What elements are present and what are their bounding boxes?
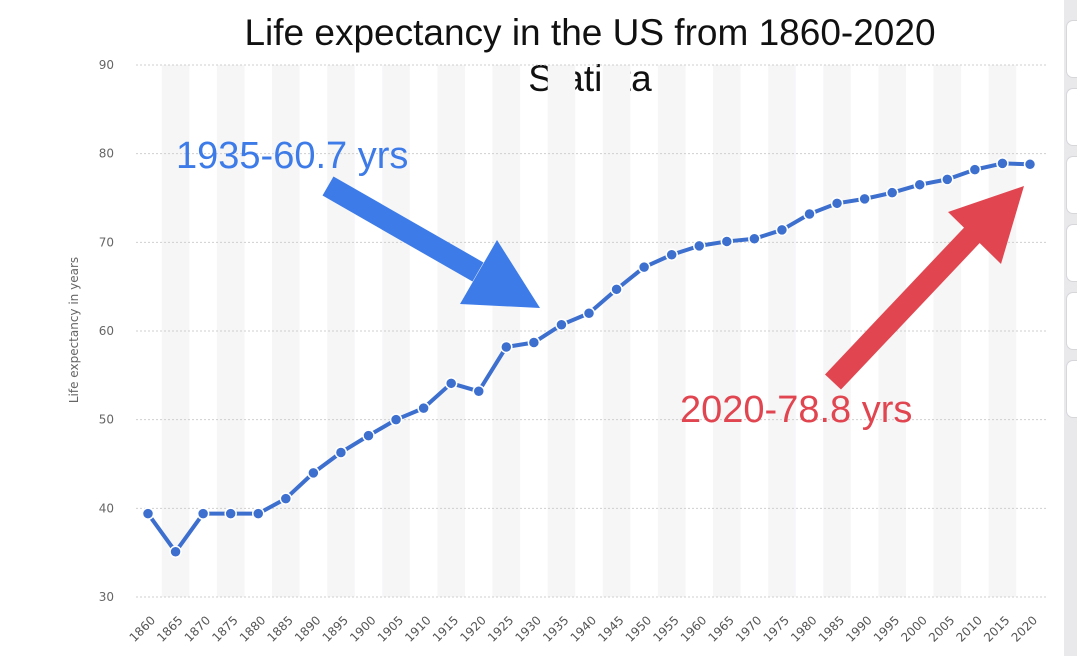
x-tick-label: 1955 — [650, 613, 681, 644]
x-tick-label: 1945 — [595, 613, 626, 644]
x-tick-label: 2010 — [953, 613, 984, 644]
y-tick-label: 90 — [99, 58, 114, 72]
data-point[interactable] — [885, 186, 899, 199]
annotation-1935: 1935-60.7 yrs — [176, 135, 408, 177]
data-point[interactable] — [444, 377, 458, 390]
x-tick-label: 1915 — [430, 613, 461, 644]
data-point[interactable] — [224, 507, 237, 520]
data-point[interactable] — [968, 163, 982, 176]
x-tick-label: 1880 — [237, 613, 268, 644]
x-tick-label: 1860 — [127, 613, 158, 644]
x-tick-label: 1975 — [761, 613, 792, 644]
data-point[interactable] — [417, 401, 430, 415]
y-tick-label: 50 — [99, 413, 114, 427]
x-tick-label: 1930 — [512, 613, 543, 644]
x-tick-label: 1905 — [375, 613, 406, 644]
y-axis-ticks: 30 40 50 60 70 80 90 — [99, 58, 114, 604]
x-tick-label: 1950 — [623, 613, 654, 644]
x-tick-label: 1875 — [209, 613, 240, 644]
side-tab[interactable] — [1066, 292, 1077, 350]
blue-arrow-head — [460, 240, 540, 308]
data-point[interactable] — [169, 545, 182, 559]
data-point[interactable] — [693, 239, 706, 253]
blue-arrow — [322, 176, 540, 308]
x-tick-label: 2000 — [898, 613, 929, 644]
y-tick-label: 30 — [99, 590, 114, 604]
blue-arrow-shaft — [322, 176, 484, 282]
data-point[interactable] — [472, 385, 485, 398]
data-point[interactable] — [1023, 158, 1037, 171]
data-point[interactable] — [748, 232, 761, 246]
y-tick-label: 40 — [99, 501, 114, 515]
data-point[interactable] — [362, 429, 375, 442]
data-point[interactable] — [830, 197, 844, 210]
x-tick-label: 1995 — [871, 613, 902, 644]
x-tick-label: 1985 — [816, 613, 847, 644]
data-point[interactable] — [582, 307, 596, 320]
x-tick-label: 1925 — [485, 613, 516, 644]
y-tick-label: 80 — [99, 147, 114, 161]
x-tick-label: 1970 — [733, 613, 764, 644]
side-toolbar — [1066, 0, 1077, 656]
x-tick-label: 1940 — [568, 613, 599, 644]
x-tick-label: 1885 — [264, 613, 295, 644]
side-tab[interactable] — [1066, 156, 1077, 214]
chart-title-block: Life expectancy in the US from 1860-2020… — [120, 10, 1060, 102]
x-tick-label: 2015 — [981, 613, 1012, 644]
y-tick-label: 70 — [99, 235, 114, 249]
x-tick-label: 1895 — [320, 613, 351, 644]
side-tab[interactable] — [1066, 88, 1077, 146]
data-point[interactable] — [252, 507, 265, 520]
red-arrow-shaft — [825, 224, 983, 390]
x-tick-label: 1890 — [292, 613, 323, 644]
data-point[interactable] — [196, 507, 210, 520]
data-point[interactable] — [141, 507, 155, 520]
data-point[interactable] — [610, 283, 623, 296]
red-arrow-head — [948, 186, 1024, 264]
red-arrow — [825, 186, 1024, 390]
series-life-expectancy — [141, 157, 1037, 559]
y-tick-label: 60 — [99, 324, 114, 338]
x-tick-label: 1900 — [347, 613, 378, 644]
x-tick-label: 1865 — [154, 613, 185, 644]
data-point[interactable] — [389, 413, 403, 426]
chart-title: Life expectancy in the US from 1860-2020 — [244, 12, 936, 53]
data-point[interactable] — [720, 235, 734, 248]
x-tick-label: 1980 — [788, 613, 819, 644]
x-axis-ticks: 1860186518701875188018851890189519001905… — [127, 613, 1040, 644]
data-point[interactable] — [803, 207, 816, 221]
data-point[interactable] — [307, 466, 320, 480]
data-point[interactable] — [665, 248, 678, 261]
data-point[interactable] — [941, 173, 954, 186]
side-tab[interactable] — [1066, 360, 1077, 418]
x-tick-label: 1870 — [182, 613, 213, 644]
x-tick-label: 1965 — [705, 613, 736, 644]
side-tab[interactable] — [1066, 224, 1077, 282]
x-tick-label: 2020 — [1009, 613, 1040, 644]
x-tick-label: 1935 — [540, 613, 571, 644]
data-point[interactable] — [500, 340, 513, 354]
data-point[interactable] — [637, 260, 651, 274]
data-point[interactable] — [279, 492, 293, 505]
annotation-2020: 2020-78.8 yrs — [680, 389, 912, 431]
x-tick-label: 2005 — [926, 613, 957, 644]
data-point[interactable] — [555, 318, 568, 332]
x-tick-label: 1920 — [457, 613, 488, 644]
data-point[interactable] — [913, 178, 926, 191]
data-point[interactable] — [527, 336, 541, 349]
x-tick-label: 1910 — [402, 613, 433, 644]
data-point[interactable] — [996, 157, 1009, 170]
x-tick-label: 1960 — [678, 613, 709, 644]
side-tab[interactable] — [1066, 20, 1077, 78]
y-axis-label: Life expectancy in years — [67, 257, 81, 403]
x-tick-label: 1990 — [843, 613, 874, 644]
data-point[interactable] — [775, 223, 789, 237]
data-point[interactable] — [858, 192, 871, 206]
data-point[interactable] — [334, 446, 348, 459]
